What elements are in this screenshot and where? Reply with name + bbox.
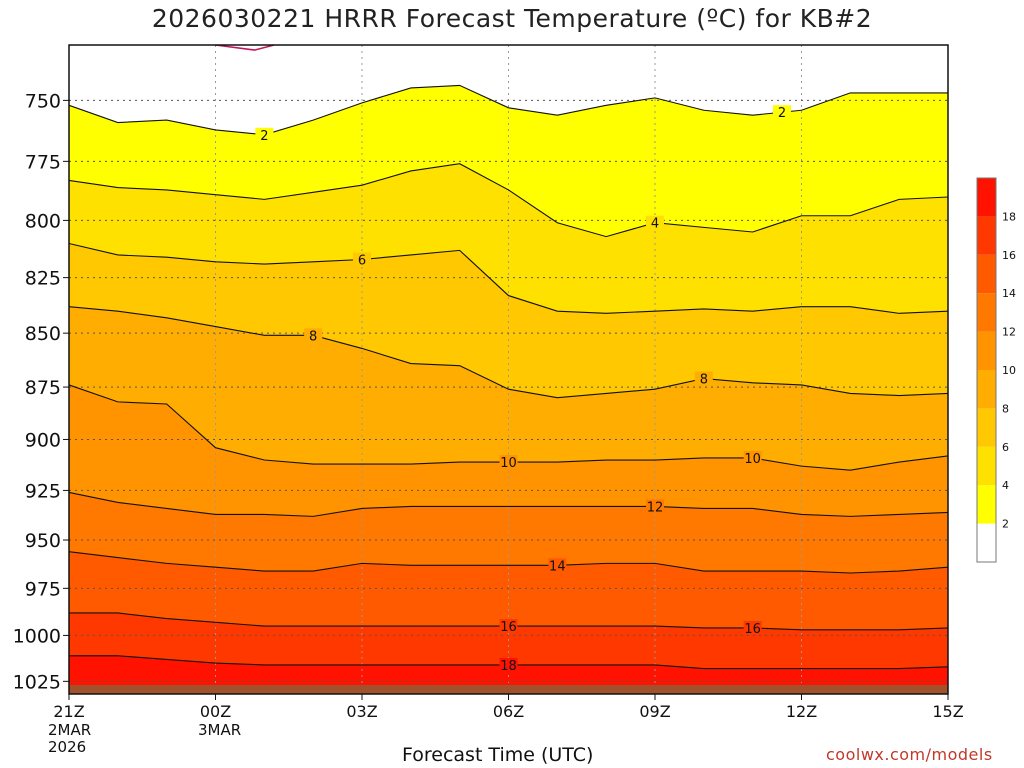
y-tick-label-875: 875 [25,377,61,399]
colorbar-tick-4: 4 [1002,479,1009,492]
contour-label-10C: 10 [500,456,517,471]
y-tick-label-750: 750 [25,90,61,112]
colorbar-tick-2: 2 [1002,518,1009,531]
contour-line-12C [68,491,949,517]
contour-label-bg [743,450,762,465]
contour-label-bg [499,619,518,634]
contour-label-bg [499,455,518,470]
y-tick-label-800: 800 [25,210,61,232]
x-tick-label-09Z: 09Z [639,702,670,721]
contour-label-16C: 16 [500,620,517,635]
start-date-label: 2MAR 2026 [48,722,91,756]
y-tick-label-950: 950 [25,530,61,552]
x-tick-label-12Z: 12Z [786,702,817,721]
contour-label-bg [743,620,762,635]
y-tick-label-925: 925 [25,480,61,502]
contour-label-12C: 12 [647,500,664,515]
contour-label-2C: 2 [778,106,786,121]
start-date-day: 2MAR [48,721,92,739]
y-tick-label-1025: 1025 [13,671,61,693]
y-tick-label-975: 975 [25,578,61,600]
colorbar-tick-8: 8 [1002,402,1009,415]
contour-line-6C [68,242,949,314]
start-date-year: 2026 [48,738,87,756]
colorbar-swatch-2 [977,446,996,486]
colorbar-swatch-3 [977,408,996,447]
x-tick-label-03Z: 03Z [346,702,377,721]
contour-label-bg [499,657,518,672]
magenta-contour-line [215,44,275,51]
y-tick-label-825: 825 [25,268,61,290]
contour-label-2C: 2 [260,129,268,144]
contour-label-bg [255,127,274,142]
contour-label-bg [772,105,791,120]
contour-line-8C [68,306,949,399]
contour-line-2C [68,84,948,136]
y-tick-label-775: 775 [25,151,61,173]
contour-label-bg [646,215,664,230]
colorbar-tick-16: 16 [1002,249,1016,262]
contour-label-bg [646,499,664,514]
contour-label-10C: 10 [744,452,761,467]
contour-label-bg [548,558,567,573]
x-axis-label: Forecast Time (UTC) [402,744,594,766]
colorbar-tick-18: 18 [1002,210,1016,223]
x-tick-label-15Z: 15Z [932,702,963,721]
y-tick-label-850: 850 [25,323,61,345]
contour-label-bg [694,371,713,386]
second-date-day: 3MAR [198,721,242,739]
second-date-label: 3MAR [198,722,241,739]
x-tick-label-21Z: 21Z [53,702,84,721]
contour-label-8C: 8 [700,373,708,388]
colorbar-swatch-0 [977,523,996,562]
colorbar-swatch-4 [977,370,996,409]
colorbar-swatch-1 [977,485,996,524]
contour-label-18C: 18 [500,659,517,674]
contour-label-8C: 8 [309,329,317,344]
source-credit-link[interactable]: coolwx.com/models [826,745,993,764]
contour-label-bg [304,328,323,343]
contour-line-14C [68,551,949,574]
colorbar-swatch-6 [977,293,996,332]
y-tick-label-1000: 1000 [13,625,61,647]
contour-label-16C: 16 [744,622,761,637]
colorbar-tick-6: 6 [1002,441,1009,454]
contour-label-14C: 14 [549,559,566,574]
colorbar-swatch-5 [977,331,996,370]
ground-surface [69,684,948,694]
colorbar-swatch-8 [977,216,996,255]
x-tick-label-00Z: 00Z [200,702,231,721]
y-tick-label-900: 900 [25,429,61,451]
contour-label-4C: 4 [651,217,659,232]
colorbar-tick-10: 10 [1002,364,1016,377]
x-tick-label-06Z: 06Z [493,702,524,721]
colorbar-tick-14: 14 [1002,287,1016,300]
colorbar-tick-12: 12 [1002,326,1016,339]
colorbar-frame [976,177,997,563]
chart-title: 2026030221 HRRR Forecast Temperature (ºC… [151,4,873,33]
contour-label-6C: 6 [358,254,366,269]
colorbar-swatch-7 [977,254,996,294]
contour-line-4C [68,163,949,238]
contour-label-bg [353,252,371,267]
colorbar-swatch-9 [977,178,996,217]
